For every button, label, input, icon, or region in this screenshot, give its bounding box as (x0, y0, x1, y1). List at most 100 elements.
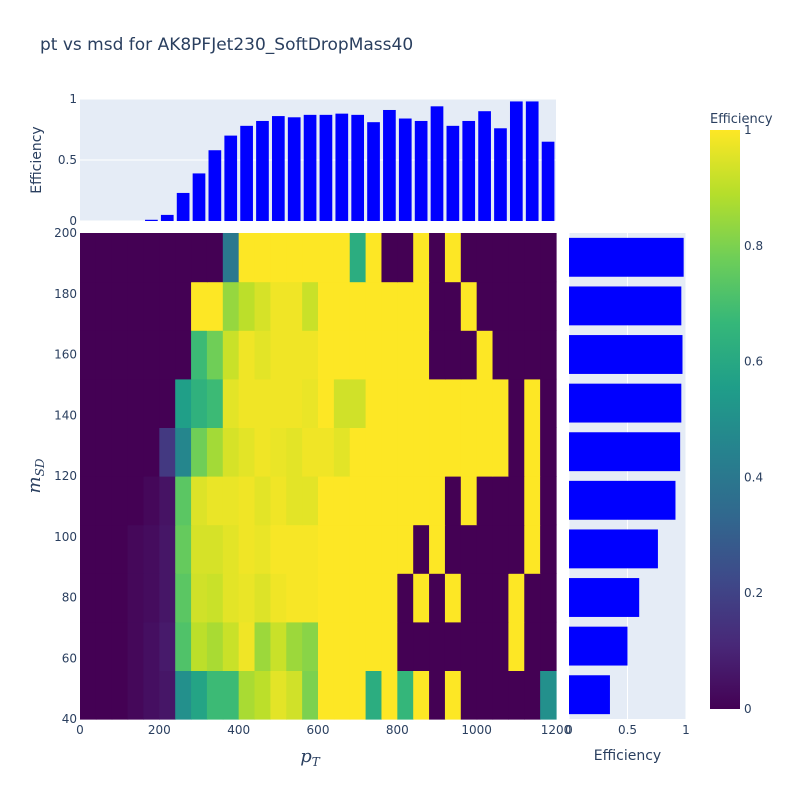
heatmap-cell (492, 670, 509, 720)
heatmap-cell (302, 573, 319, 623)
heatmap-cell (492, 476, 509, 526)
heatmap-cell (143, 330, 160, 380)
heatmap-cell (444, 524, 462, 574)
heatmap-cell (349, 427, 367, 477)
heatmap-cell (318, 233, 335, 283)
heatmap-cell (381, 476, 398, 526)
heatmap-cell (238, 524, 256, 574)
heatmap-cell (111, 524, 129, 574)
heatmap-cell (80, 621, 97, 671)
top-bar (319, 114, 333, 221)
heatmap-cell (349, 476, 367, 526)
heatmap-cell (524, 621, 541, 671)
heatmap-cell (191, 670, 208, 720)
heatmap-cell (127, 427, 145, 477)
heatmap-cell (365, 378, 383, 428)
top-bar-gridlines (80, 98, 556, 222)
heatmap-cell (270, 281, 287, 331)
heatmap-cell (349, 233, 367, 283)
heatmap-cell (508, 476, 525, 526)
heatmap-cell (397, 378, 414, 428)
heatmap-cell (429, 573, 446, 623)
heatmap-cell (143, 621, 160, 671)
heatmap-cell (397, 330, 414, 380)
heatmap-cell (80, 330, 97, 380)
heatmap-cell (349, 330, 367, 380)
heatmap-cell (333, 476, 351, 526)
heatmap-cell (143, 476, 160, 526)
heatmap-cell (286, 233, 303, 283)
heatmap-cell (206, 330, 224, 380)
heatmap-cell (111, 670, 129, 720)
heatmap-cell (80, 573, 97, 623)
heatmap-x-tick-label: 1200 (541, 723, 572, 737)
heatmap-cell (540, 524, 557, 574)
heatmap-cell (381, 524, 398, 574)
heatmap-cell (365, 573, 383, 623)
heatmap-cell (127, 621, 145, 671)
heatmap-cell (397, 233, 414, 283)
heatmap-cell (460, 476, 478, 526)
heatmap-cell (270, 427, 287, 477)
heatmap-cell (508, 621, 525, 671)
heatmap-cell (540, 573, 557, 623)
heatmap-cell (80, 233, 97, 283)
right-bar (569, 335, 683, 374)
heatmap-cell (302, 233, 319, 283)
heatmap-cell (238, 573, 256, 623)
heatmap-cell (508, 378, 525, 428)
heatmap-cell (540, 670, 557, 720)
heatmap-cell (222, 233, 240, 283)
heatmap-cell (302, 476, 319, 526)
heatmap-cell (175, 330, 192, 380)
heatmap-cell (476, 233, 494, 283)
heatmap-cell (524, 427, 541, 477)
heatmap-cell (318, 573, 335, 623)
heatmap-cell (318, 281, 335, 331)
heatmap-cell (206, 621, 224, 671)
colorbar-tick-label: 0.8 (744, 239, 763, 253)
heatmap-cell (429, 281, 446, 331)
heatmap-cell (429, 621, 446, 671)
heatmap-cell (444, 427, 462, 477)
heatmap-cell (524, 378, 541, 428)
heatmap-cell (111, 476, 129, 526)
heatmap-cell (444, 670, 462, 720)
heatmap-cell (111, 330, 129, 380)
heatmap-cell (540, 621, 557, 671)
heatmap-cell (524, 281, 541, 331)
colorbar-tick-label: 1 (744, 123, 752, 137)
heatmap-cell (175, 670, 192, 720)
heatmap-y-tick-label: 40 (62, 712, 77, 726)
right-bar (569, 529, 658, 569)
heatmap-cell (238, 233, 256, 283)
heatmap-cell (476, 427, 494, 477)
heatmap-cell (270, 378, 287, 428)
heatmap-cell (333, 670, 351, 720)
heatmap-cell (175, 621, 192, 671)
heatmap-cell (333, 378, 351, 428)
heatmap-cell (191, 281, 208, 331)
heatmap-cell (349, 621, 367, 671)
heatmap-cell (238, 378, 256, 428)
heatmap-cell (333, 281, 351, 331)
top-bar (398, 118, 412, 221)
heatmap-cell (365, 233, 383, 283)
heatmap-cell (413, 524, 430, 574)
heatmap-cell (159, 670, 176, 720)
heatmap-cell (191, 621, 208, 671)
top-bar (509, 101, 523, 221)
heatmap-cell (460, 330, 478, 380)
heatmap-cell (127, 233, 145, 283)
heatmap-cell (159, 233, 176, 283)
heatmap-cell (302, 330, 319, 380)
heatmap-cell (143, 670, 160, 720)
heatmap-cell (413, 281, 430, 331)
heatmap-cell (476, 524, 494, 574)
heatmap-cell (222, 573, 240, 623)
colorbar-tick-label: 0 (744, 702, 752, 716)
heatmap-y-ticks: 40 60 80 100 120 140 160 180 200 (54, 226, 77, 726)
right-bar (569, 626, 628, 666)
heatmap-cell (206, 281, 224, 331)
heatmap-cell (444, 378, 462, 428)
